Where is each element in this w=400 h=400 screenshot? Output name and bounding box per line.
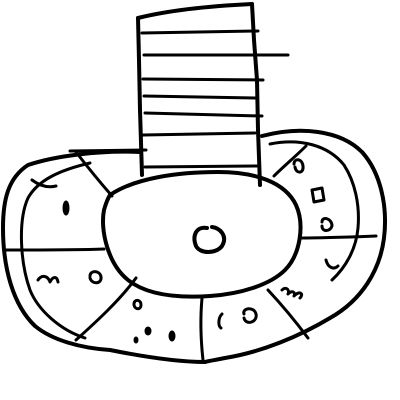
outer-ring-inner-left-edge [20,161,92,340]
spoke-right [298,234,378,240]
tower-rung [140,29,260,35]
spoke-lower-right [266,288,310,340]
mark-scribble [324,258,340,270]
outer-ring [1,128,387,364]
tower-left-rail [136,16,144,177]
spoke-top-left-stub [30,178,58,189]
outer-ring-inner-right-edge [268,140,360,282]
spoke-lower-left [74,276,138,342]
tower-rung [141,77,265,82]
mark-small-circle [132,298,143,311]
hub-outline [101,170,303,299]
mark-dot [168,330,176,342]
spoke-left [3,247,106,252]
tower-top-edge [136,2,254,20]
hub-center-circle [192,225,227,254]
mark-circle [242,307,258,324]
mark-circle [320,217,334,232]
sector-marks [36,158,340,344]
mark-scribble [217,312,224,330]
mark-scribble [36,274,60,284]
outer-ring-right [203,128,387,364]
tower-rung [142,94,258,100]
sector-dividers [3,144,378,362]
mark-dot [133,336,139,344]
mark-square [310,186,326,204]
mark-small-circle [292,158,305,174]
tower-rung [143,164,260,169]
tower-rung [141,131,257,137]
tower-rung [143,111,264,118]
ladder-tower [68,2,290,187]
spoke-upper-left [74,150,114,198]
mark-circle [88,270,103,285]
mark-dot [144,326,152,336]
spoke-upper-right [272,144,308,178]
mark-dot [62,200,70,216]
spoke-bottom [199,296,205,362]
outer-ring-left [1,149,207,364]
hub [101,170,303,299]
mark-scribble [280,286,304,300]
